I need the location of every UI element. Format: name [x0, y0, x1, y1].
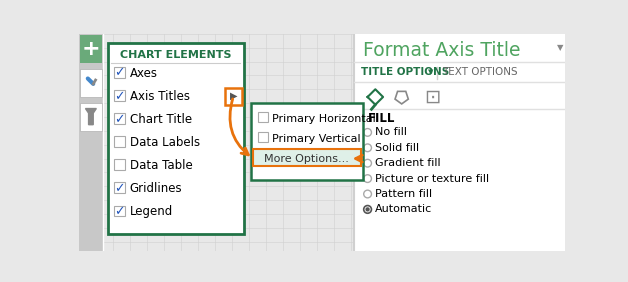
Bar: [114, 67, 125, 78]
Bar: [78, 34, 103, 251]
Text: ✓: ✓: [114, 90, 125, 103]
Bar: [114, 159, 125, 170]
Text: Gridlines: Gridlines: [129, 182, 182, 195]
Bar: [253, 149, 360, 166]
Bar: [258, 133, 268, 142]
Text: Data Labels: Data Labels: [129, 136, 200, 149]
Text: Picture or texture fill: Picture or texture fill: [376, 174, 489, 184]
Text: Pattern fill: Pattern fill: [376, 189, 433, 199]
Bar: [114, 206, 125, 216]
Text: Gradient fill: Gradient fill: [376, 158, 441, 168]
Bar: [80, 103, 102, 131]
Bar: [114, 136, 125, 147]
Circle shape: [364, 190, 371, 198]
Text: FILL: FILL: [367, 112, 395, 125]
Bar: [258, 113, 268, 122]
Text: Automatic: Automatic: [376, 204, 433, 214]
Text: More Options...: More Options...: [264, 154, 349, 164]
Bar: [251, 103, 363, 180]
Text: Chart Title: Chart Title: [129, 113, 192, 126]
Text: Primary Vertical: Primary Vertical: [273, 134, 361, 144]
Bar: [225, 88, 242, 105]
Text: +: +: [82, 39, 100, 59]
Text: ▼: ▼: [557, 43, 564, 52]
Text: No fill: No fill: [376, 127, 408, 137]
Text: ✓: ✓: [114, 67, 125, 80]
Text: Legend: Legend: [129, 205, 173, 218]
Circle shape: [364, 159, 371, 167]
Text: Solid fill: Solid fill: [376, 143, 420, 153]
Text: TITLE OPTIONS: TITLE OPTIONS: [361, 67, 450, 77]
Text: Axes: Axes: [129, 67, 158, 80]
Bar: [114, 182, 125, 193]
Text: ✓: ✓: [114, 205, 125, 218]
Circle shape: [364, 206, 371, 213]
Text: ⊡: ⊡: [425, 87, 441, 107]
Text: Data Table: Data Table: [129, 159, 192, 172]
Polygon shape: [395, 91, 408, 104]
Bar: [114, 113, 125, 124]
Text: TEXT OPTIONS: TEXT OPTIONS: [442, 67, 517, 77]
Text: CHART ELEMENTS: CHART ELEMENTS: [120, 50, 232, 60]
Text: ▲: ▲: [357, 116, 362, 122]
Text: ▼: ▼: [428, 69, 433, 75]
Bar: [108, 43, 244, 234]
Bar: [80, 69, 102, 97]
Text: Axis Titles: Axis Titles: [129, 90, 190, 103]
Circle shape: [365, 207, 370, 212]
Text: ✓: ✓: [114, 113, 125, 126]
Text: ✓: ✓: [114, 182, 125, 195]
Bar: [80, 35, 102, 63]
Circle shape: [364, 175, 371, 182]
Circle shape: [364, 129, 371, 136]
Bar: [114, 90, 125, 101]
Polygon shape: [85, 109, 96, 125]
Text: Format Axis Title: Format Axis Title: [363, 41, 521, 60]
Text: Primary Horizontal: Primary Horizontal: [273, 114, 376, 124]
Bar: [354, 34, 565, 251]
Text: ▶: ▶: [230, 91, 237, 101]
Circle shape: [364, 144, 371, 152]
